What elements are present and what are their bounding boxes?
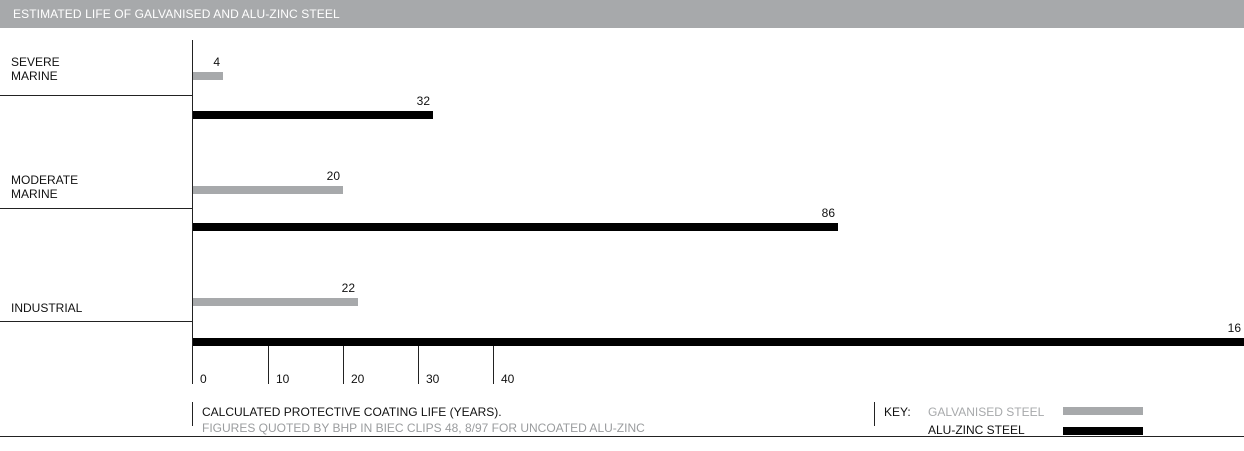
y-axis-line	[192, 40, 193, 384]
note-divider	[192, 402, 193, 426]
x-axis-title: CALCULATED PROTECTIVE COATING LIFE (YEAR…	[202, 405, 502, 419]
category-separator	[0, 321, 193, 322]
x-tick	[192, 346, 193, 384]
category-label: INDUSTRIAL	[11, 301, 83, 315]
bar-galvanised	[193, 72, 223, 80]
category-label: SEVERE MARINE	[11, 55, 60, 83]
data-label: 20	[326, 169, 340, 183]
legend-swatch-alu-zinc	[1063, 427, 1143, 435]
bar-galvanised	[193, 298, 358, 306]
source-note: FIGURES QUOTED BY BHP IN BIEC CLIPS 48, …	[202, 421, 645, 435]
x-tick-label: 0	[200, 372, 207, 386]
x-tick-label: 20	[351, 372, 365, 386]
x-tick	[268, 346, 269, 384]
category-label: MODERATE MARINE	[11, 173, 79, 201]
x-tick-label: 30	[426, 372, 440, 386]
legend-title: KEY:	[884, 405, 911, 419]
x-tick-label: 10	[276, 372, 290, 386]
legend-label-alu-zinc: ALU-ZINC STEEL	[928, 423, 1025, 437]
legend-label-galvanised: GALVANISED STEEL	[928, 405, 1045, 419]
x-tick-label: 40	[501, 372, 515, 386]
data-label: 32	[416, 94, 430, 108]
bar-alu-zinc	[193, 338, 1244, 346]
legend-divider	[874, 402, 875, 426]
x-tick	[418, 346, 419, 384]
bar-alu-zinc	[193, 111, 433, 119]
chart-title: ESTIMATED LIFE OF GALVANISED AND ALU-ZIN…	[13, 7, 340, 21]
bar-galvanised	[193, 186, 343, 194]
legend-swatch-galvanised	[1063, 407, 1143, 415]
bar-alu-zinc	[193, 223, 838, 231]
category-separator	[0, 95, 193, 96]
category-separator	[0, 208, 193, 209]
data-label: 16	[1227, 321, 1241, 335]
bottom-rule	[0, 436, 1244, 437]
data-label: 86	[821, 206, 835, 220]
x-tick	[493, 346, 494, 384]
data-label: 22	[341, 281, 355, 295]
data-label: 4	[213, 55, 220, 69]
title-bar: ESTIMATED LIFE OF GALVANISED AND ALU-ZIN…	[0, 0, 1244, 28]
x-tick	[343, 346, 344, 384]
